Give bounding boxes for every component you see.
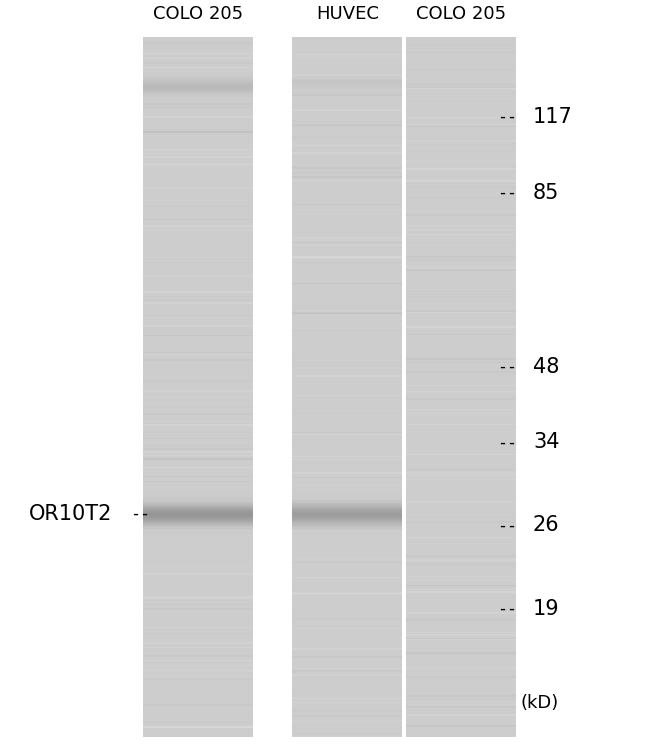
Text: --: -- <box>130 505 150 523</box>
Text: --: -- <box>497 108 517 126</box>
Text: --: -- <box>497 516 517 534</box>
Text: COLO 205: COLO 205 <box>153 5 243 23</box>
Text: OR10T2: OR10T2 <box>29 504 112 524</box>
Text: 26: 26 <box>533 516 560 535</box>
Text: --: -- <box>497 433 517 451</box>
Text: --: -- <box>497 600 517 618</box>
Text: COLO 205: COLO 205 <box>417 5 506 23</box>
Text: 19: 19 <box>533 599 560 618</box>
Text: HUVEC: HUVEC <box>317 5 379 23</box>
Text: 48: 48 <box>533 357 560 376</box>
Text: --: -- <box>497 184 517 202</box>
Text: 85: 85 <box>533 183 560 203</box>
Text: --: -- <box>497 358 517 376</box>
Text: (kD): (kD) <box>521 694 558 712</box>
Text: 117: 117 <box>533 107 573 127</box>
Text: 34: 34 <box>533 432 560 452</box>
